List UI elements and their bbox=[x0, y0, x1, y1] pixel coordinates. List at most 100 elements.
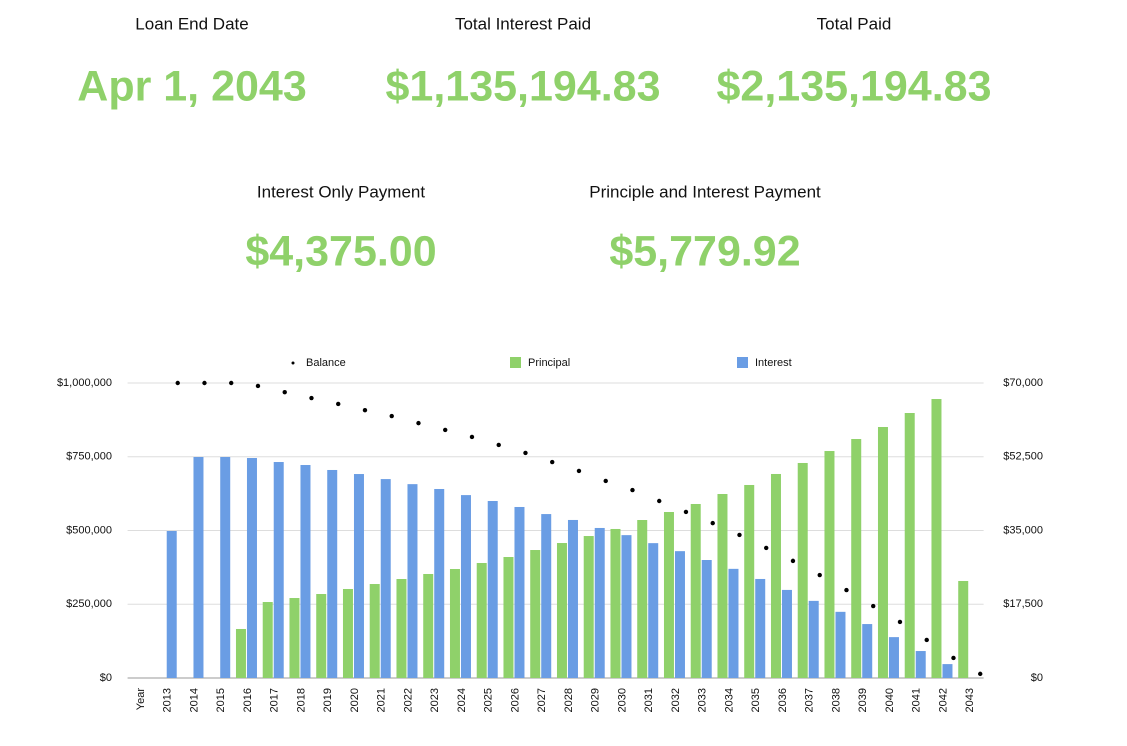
balance-dot bbox=[657, 498, 662, 504]
x-tick-label: 2024 bbox=[456, 688, 468, 712]
bar bbox=[915, 651, 926, 678]
legend-swatch bbox=[291, 361, 295, 365]
y2-tick-label: $0 bbox=[1031, 672, 1043, 684]
x-tick-label: 2033 bbox=[697, 688, 709, 712]
x-tick-label: 2023 bbox=[429, 688, 441, 712]
y-tick-label: $1,000,000 bbox=[57, 377, 112, 389]
bar bbox=[487, 501, 498, 678]
bar bbox=[637, 520, 648, 678]
x-tick-label: 2013 bbox=[162, 688, 174, 712]
balance-dot bbox=[309, 395, 314, 401]
x-tick-label: 2028 bbox=[563, 688, 575, 712]
x-tick-label: 2022 bbox=[402, 688, 414, 712]
x-tick-label: 2036 bbox=[777, 688, 789, 712]
bar bbox=[556, 543, 567, 678]
balance-dot bbox=[469, 434, 475, 440]
balance-dot bbox=[710, 520, 715, 526]
bar bbox=[877, 426, 888, 678]
bar bbox=[514, 506, 525, 678]
x-tick-label: 2017 bbox=[269, 688, 281, 712]
y-tick-label: $750,000 bbox=[66, 451, 112, 463]
bar bbox=[476, 562, 487, 678]
stat-label: Principle and Interest Payment bbox=[589, 182, 821, 201]
bar bbox=[235, 628, 246, 678]
balance-dot bbox=[550, 459, 555, 465]
balance-dot bbox=[897, 619, 903, 625]
bar bbox=[904, 413, 915, 678]
legend-label: Interest bbox=[755, 357, 792, 369]
balance-dot bbox=[282, 389, 287, 395]
x-tick-label: 2031 bbox=[643, 688, 655, 712]
x-tick-label: 2037 bbox=[804, 688, 816, 712]
y2-tick-label: $35,000 bbox=[1003, 524, 1043, 536]
x-tick-label: 2032 bbox=[670, 688, 682, 712]
x-tick-label: 2020 bbox=[349, 688, 361, 712]
bar bbox=[434, 488, 445, 678]
bar bbox=[246, 458, 257, 678]
x-tick-label: 2038 bbox=[830, 688, 842, 712]
bar bbox=[674, 551, 685, 678]
bar bbox=[193, 457, 204, 678]
x-tick-label: 2035 bbox=[750, 688, 762, 712]
bar bbox=[851, 439, 862, 678]
y2-tick-label: $70,000 bbox=[1003, 377, 1043, 389]
bar bbox=[797, 462, 808, 678]
bar bbox=[648, 543, 659, 678]
bar bbox=[888, 637, 899, 678]
stat-label: Loan End Date bbox=[135, 14, 248, 33]
balance-dot bbox=[443, 427, 448, 433]
x-tick-label: 2019 bbox=[322, 688, 334, 712]
x-tick-label: 2015 bbox=[215, 688, 227, 712]
bar bbox=[460, 495, 471, 678]
bar bbox=[835, 611, 846, 678]
bar bbox=[396, 579, 407, 678]
balance-dot bbox=[737, 532, 742, 538]
bar bbox=[342, 588, 353, 678]
bar bbox=[380, 479, 391, 678]
stat-value: $5,779.92 bbox=[609, 227, 800, 275]
x-tick-label: 2043 bbox=[964, 688, 976, 712]
bar bbox=[701, 560, 712, 678]
bar bbox=[808, 600, 819, 678]
stat-value: $1,135,194.83 bbox=[386, 62, 661, 110]
bar bbox=[273, 462, 284, 678]
balance-dot bbox=[924, 637, 929, 643]
bar bbox=[289, 598, 300, 678]
legend-label: Principal bbox=[528, 357, 570, 369]
x-tick-label: 2025 bbox=[483, 688, 495, 712]
bar bbox=[503, 557, 514, 678]
bar bbox=[958, 580, 969, 678]
y-tick-label: $250,000 bbox=[66, 598, 112, 610]
balance-dot bbox=[683, 509, 689, 515]
balance-dot bbox=[576, 468, 582, 474]
bar bbox=[770, 473, 781, 678]
balance-dot bbox=[416, 420, 421, 426]
y2-tick-label: $17,500 bbox=[1003, 598, 1043, 610]
stat-value: $4,375.00 bbox=[245, 227, 436, 275]
balance-dot bbox=[871, 603, 876, 609]
bar bbox=[781, 589, 792, 678]
y-tick-label: $500,000 bbox=[66, 524, 112, 536]
x-tick-label: 2030 bbox=[616, 688, 628, 712]
bar bbox=[755, 578, 766, 678]
balance-dot bbox=[229, 380, 234, 386]
legend-label: Balance bbox=[306, 357, 346, 369]
bar bbox=[610, 528, 621, 678]
bar bbox=[583, 536, 594, 678]
bar bbox=[690, 503, 701, 678]
balance-dot bbox=[817, 572, 822, 578]
balance-dot bbox=[175, 380, 180, 386]
balance-dot bbox=[202, 380, 207, 386]
bar bbox=[663, 511, 674, 678]
bar bbox=[423, 573, 434, 678]
x-tick-label: 2021 bbox=[376, 688, 388, 712]
bar bbox=[744, 484, 755, 678]
x-tick-label: 2042 bbox=[937, 688, 949, 712]
bar bbox=[862, 624, 873, 678]
balance-dot bbox=[389, 413, 394, 419]
x-tick-label: 2034 bbox=[723, 688, 735, 712]
bar bbox=[369, 584, 380, 678]
bar bbox=[262, 602, 273, 678]
balance-dot bbox=[844, 587, 849, 593]
